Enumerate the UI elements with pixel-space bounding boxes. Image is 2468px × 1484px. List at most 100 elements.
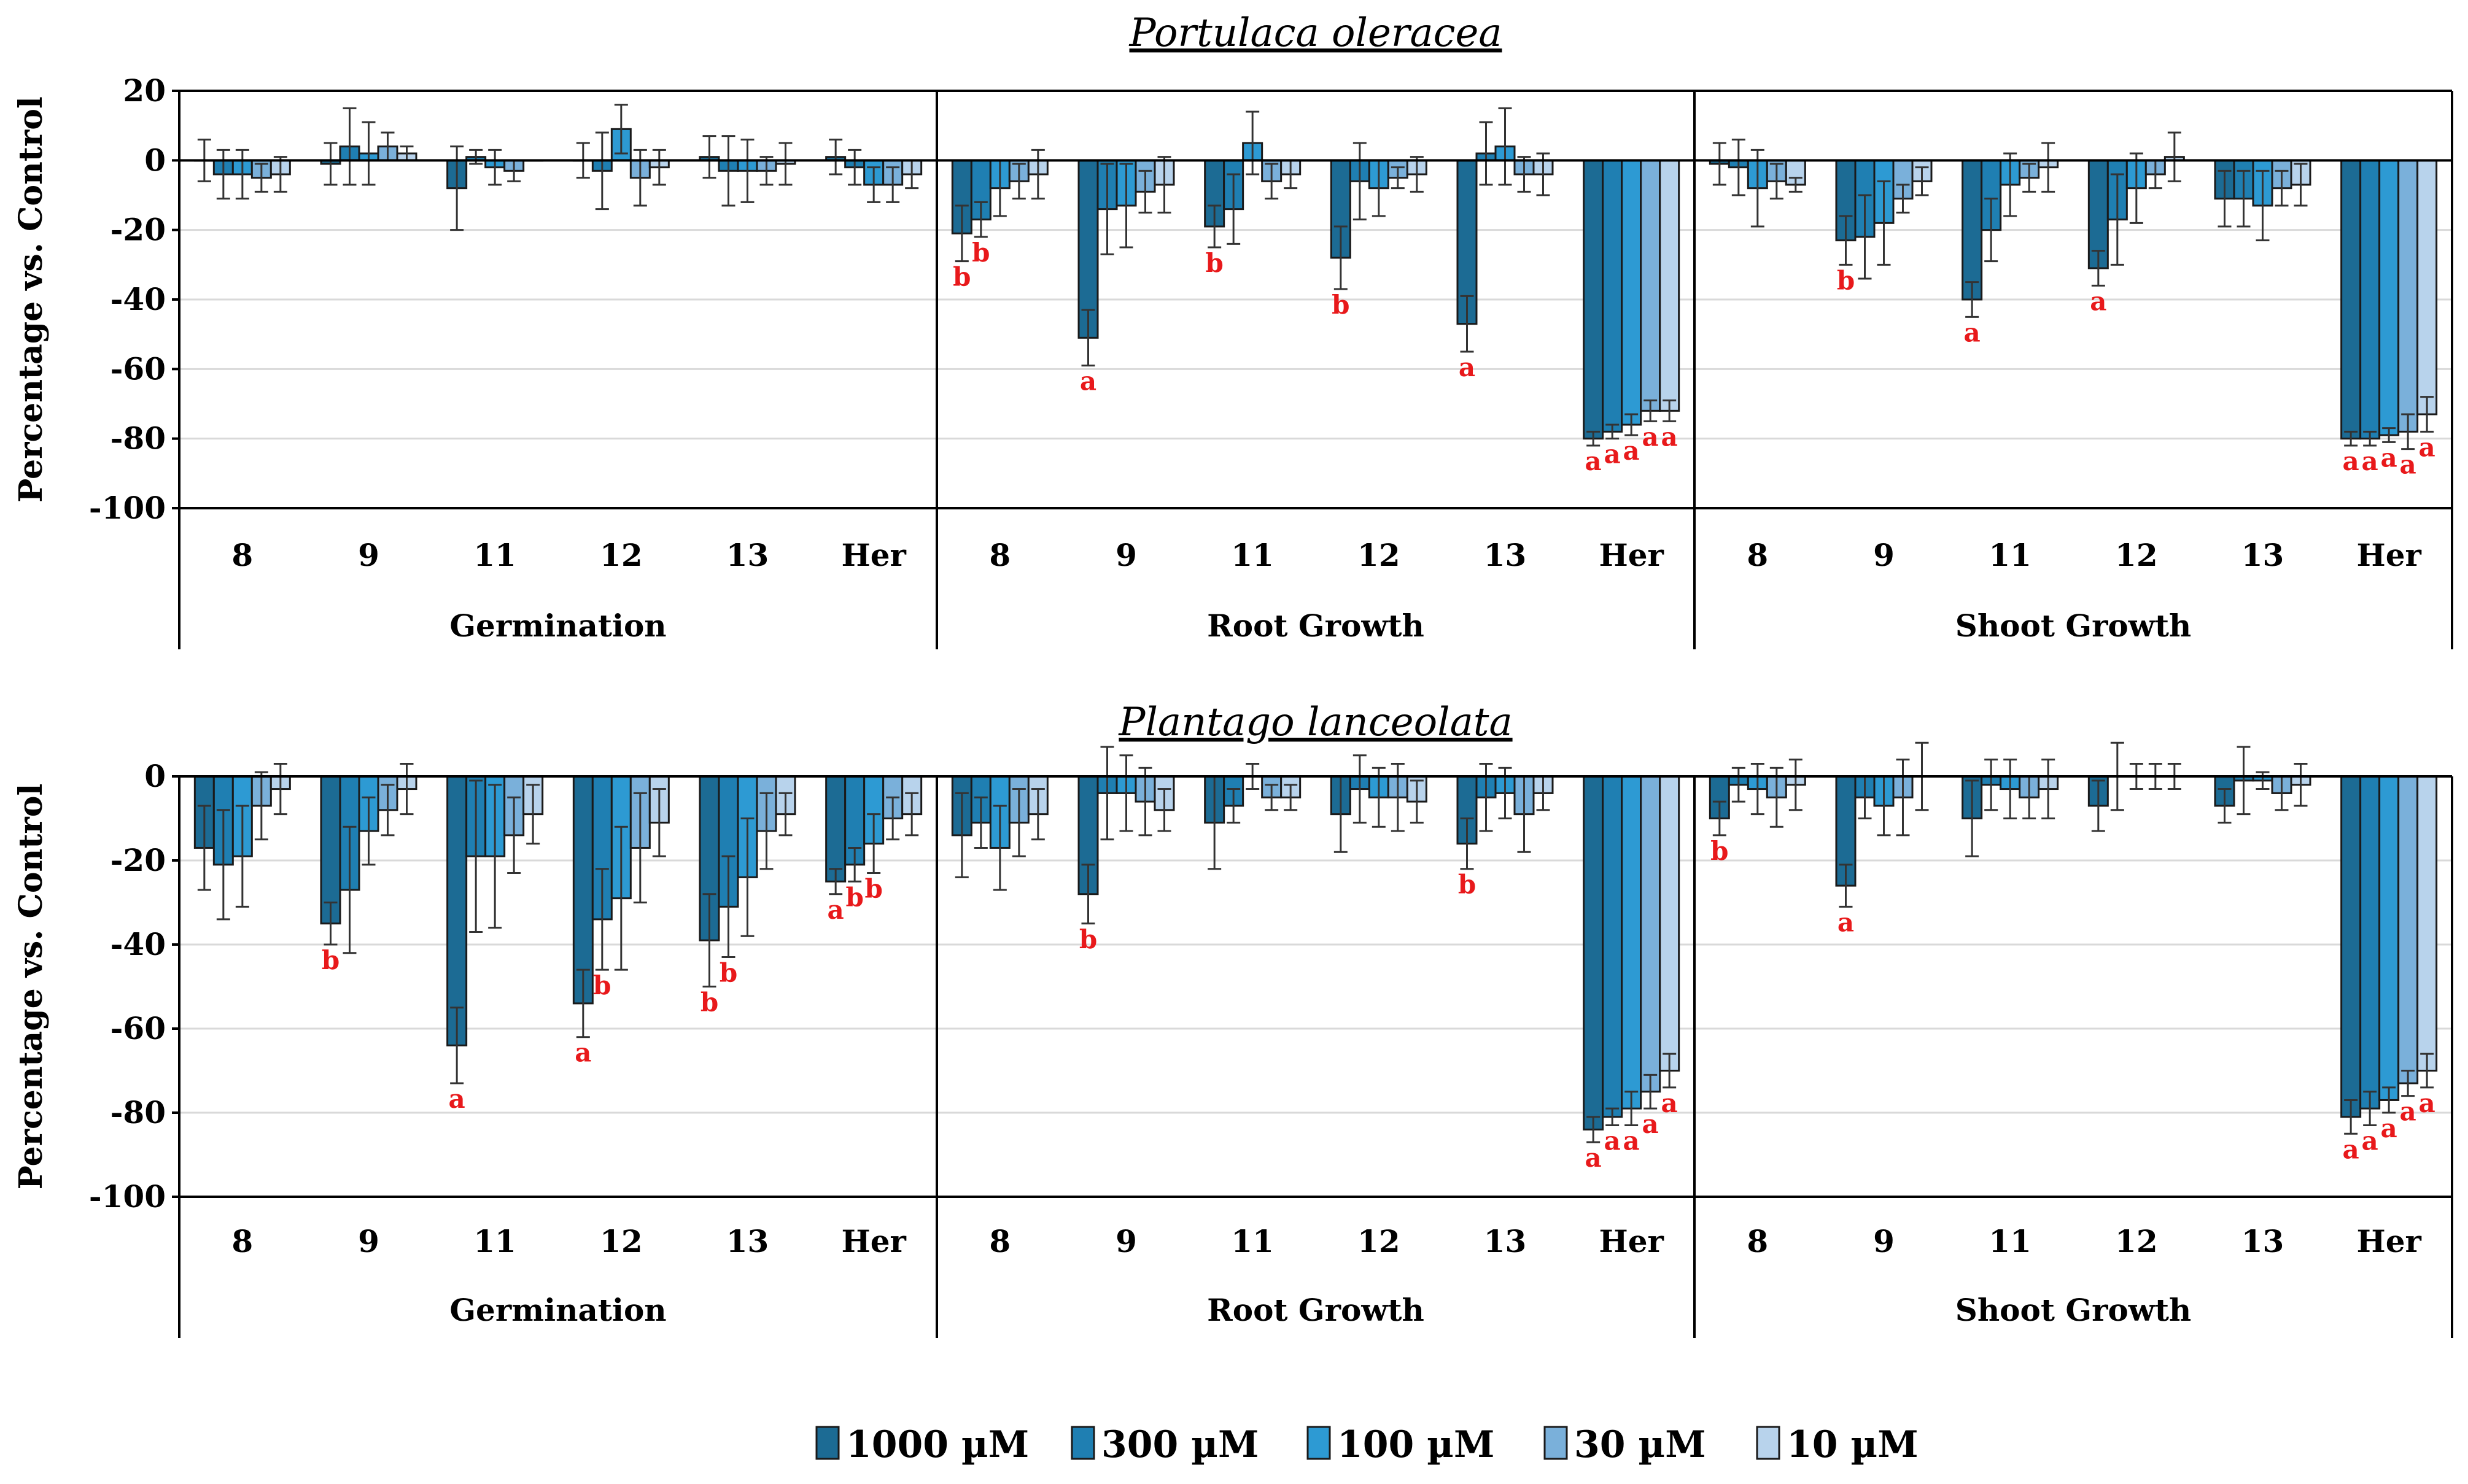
bar (1659, 775, 1680, 1072)
x-group-label: Root Growth (1207, 608, 1424, 644)
bar (2378, 775, 2400, 1101)
x-group-label: Shoot Growth (1955, 608, 2192, 644)
x-category-label: Her (1599, 537, 1664, 573)
y-tick-label: 0 (144, 758, 166, 794)
y-axis-label: Percentage vs. Control (12, 96, 50, 502)
significance-letter: a (1604, 1126, 1621, 1156)
y-tick-label: -100 (89, 1178, 166, 1215)
x-category-label: 8 (231, 1223, 253, 1259)
significance-letter: a (2419, 432, 2435, 462)
x-category-label: 8 (1747, 537, 1768, 573)
bar (1583, 159, 1604, 440)
bar-cluster: a (2087, 131, 2185, 316)
significance-letter: a (2381, 1113, 2397, 1143)
legend-swatch (1306, 1426, 1331, 1460)
x-category-label: 9 (1873, 537, 1895, 573)
significance-letter: b (1458, 870, 1476, 900)
legend-swatch (1543, 1426, 1568, 1460)
significance-letter: b (700, 987, 718, 1018)
y-tick-label: -60 (111, 350, 166, 387)
bar (1621, 159, 1642, 426)
y-tick-label: -80 (111, 420, 166, 457)
x-category-label: 12 (2115, 537, 2158, 573)
bar (1659, 159, 1680, 412)
significance-letter: b (972, 238, 990, 268)
significance-letter: b (1837, 265, 1855, 295)
legend-label: 30 µM (1574, 1423, 1706, 1466)
bar-cluster: b (1204, 110, 1302, 278)
bar-cluster: b (1077, 746, 1175, 954)
x-category-label: 11 (1231, 537, 1274, 573)
x-category-label: 11 (1231, 1223, 1274, 1259)
bar-cluster (825, 138, 923, 203)
y-tick-label: 20 (123, 72, 166, 109)
bar-cluster (572, 104, 670, 211)
bar (1962, 159, 1983, 301)
bar (2378, 159, 2400, 436)
bar-cluster (1330, 754, 1427, 853)
x-category-label: 12 (2115, 1223, 2158, 1259)
legend-label: 1000 µM (846, 1423, 1029, 1466)
bar (2340, 775, 2362, 1118)
x-category-label: 12 (1357, 537, 1400, 573)
legend-swatch (815, 1426, 840, 1460)
significance-letter: a (2362, 1126, 2378, 1156)
bar (1640, 775, 1661, 1093)
panel-1: Portulaca oleracea 20 0 -20 -40 -60 -80 -100 Per… (12, 10, 2453, 649)
y-tick-label: -100 (89, 490, 166, 526)
y-tick-label: 0 (144, 142, 166, 178)
bar-cluster (320, 107, 417, 186)
significance-letter: b (845, 882, 863, 912)
x-category-label: 12 (1357, 1223, 1400, 1259)
significance-letter: a (1642, 422, 1659, 452)
x-category-label: 11 (1989, 537, 2031, 573)
bar (1583, 775, 1604, 1130)
significance-letter: a (1080, 366, 1096, 396)
x-category-label: 11 (1989, 1223, 2031, 1259)
significance-letter: b (593, 970, 611, 1000)
legend: 1000 µM 300 µM 100 µM 30 µM 10 µM (815, 1423, 1919, 1466)
y-axis-label: Percentage vs. Control (12, 784, 50, 1189)
legend-item: 30 µM (1543, 1423, 1706, 1466)
significance-letter: a (575, 1038, 591, 1068)
x-category-label: 13 (1484, 1223, 1527, 1259)
significance-letter: b (1332, 290, 1349, 320)
bar-cluster: a (1077, 156, 1175, 396)
bar-cluster (1962, 759, 2059, 857)
significance-letter: b (1710, 836, 1728, 866)
chart-title: Plantago lanceolata (1118, 700, 1512, 745)
bar (1602, 159, 1623, 433)
significance-letter: a (2419, 1088, 2435, 1118)
x-category-label: 8 (1747, 1223, 1768, 1259)
significance-letter: a (1585, 1143, 1602, 1173)
significance-letter: b (322, 945, 340, 975)
significance-letter: a (1661, 1088, 1678, 1118)
x-category-label: 13 (726, 1223, 769, 1259)
bar (1602, 775, 1623, 1118)
bar (2397, 159, 2419, 433)
legend-swatch (1071, 1426, 1095, 1460)
x-category-label: Her (2356, 537, 2421, 573)
significance-letter: b (720, 958, 737, 988)
bar-cluster: b (320, 762, 417, 975)
x-category-label: Her (841, 537, 906, 573)
legend-item: 300 µM (1071, 1423, 1259, 1466)
significance-letter: a (1661, 422, 1678, 452)
bar-cluster (446, 145, 544, 231)
bar-cluster: b (1835, 159, 1933, 295)
significance-letter: a (2400, 1097, 2416, 1127)
significance-letter: a (2343, 446, 2359, 476)
significance-letter: b (953, 262, 971, 292)
x-category-label: 12 (600, 537, 643, 573)
x-category-label: Her (1599, 1223, 1664, 1259)
bar-cluster: a (1456, 107, 1554, 382)
bar-cluster (2214, 159, 2311, 242)
bar (2359, 159, 2381, 440)
x-category-label: 13 (2241, 1223, 2284, 1259)
significance-letter: a (2362, 446, 2378, 476)
bar (446, 775, 468, 1046)
x-category-label: 13 (726, 537, 769, 573)
